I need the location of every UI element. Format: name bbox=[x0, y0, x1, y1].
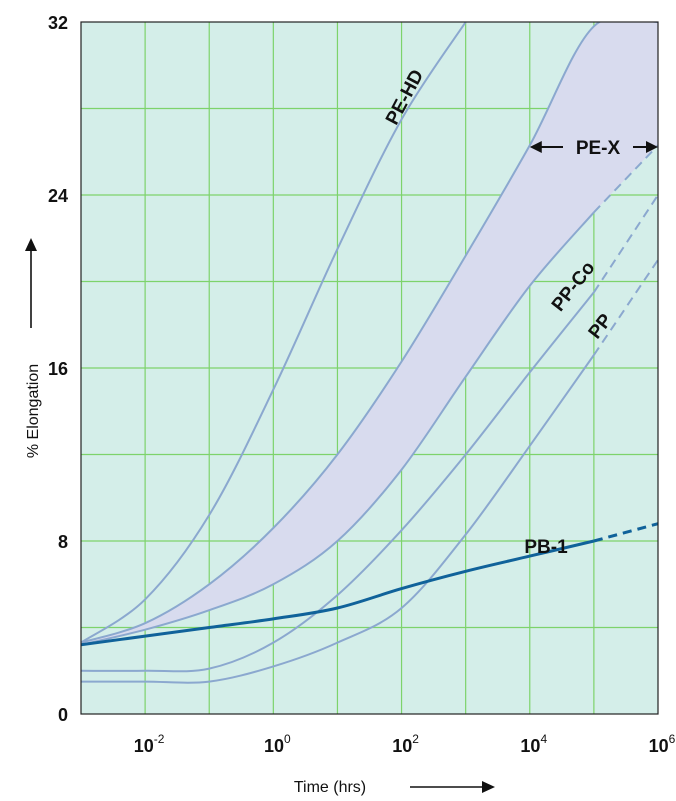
series-pe-hd bbox=[81, 22, 467, 644]
series-pe-x-upper bbox=[81, 22, 658, 644]
plot-frame bbox=[80, 21, 659, 715]
series-pp-co-projection bbox=[593, 194, 658, 293]
series-pe-x-lower-projection bbox=[593, 144, 658, 213]
label-pb-1: PB-1 bbox=[524, 537, 568, 558]
y-tick-label: 0 bbox=[58, 705, 68, 725]
pe-x-arrowhead-right bbox=[646, 141, 658, 153]
y-tick-label: 24 bbox=[48, 186, 68, 206]
y-axis-arrowhead bbox=[25, 238, 37, 251]
y-tick-label: 16 bbox=[48, 359, 68, 379]
x-tick-label: 106 bbox=[649, 732, 676, 756]
x-tick-label: 102 bbox=[392, 732, 419, 756]
y-tick-label: 8 bbox=[58, 532, 68, 552]
label-pe-x: PE-X bbox=[576, 138, 621, 159]
x-axis-arrowhead bbox=[482, 781, 495, 793]
series-pp-projection bbox=[593, 259, 658, 356]
pe-x-arrowhead-left bbox=[529, 141, 542, 153]
x-axis-label: Time (hrs) bbox=[294, 779, 366, 796]
x-tick-label: 10-2 bbox=[134, 732, 165, 756]
axis-arrows bbox=[25, 238, 495, 793]
tick-labels: 0 8 16 24 32 10-2 100 102 104 106 bbox=[48, 13, 676, 756]
curves bbox=[81, 22, 658, 684]
x-tick-label: 104 bbox=[520, 732, 547, 756]
series-pp bbox=[81, 354, 595, 684]
series-pb-1 bbox=[81, 539, 595, 647]
y-tick-label: 32 bbox=[48, 13, 68, 33]
series-pp-co bbox=[81, 291, 595, 673]
x-tick-label: 100 bbox=[264, 732, 291, 756]
pe-x-band bbox=[81, 22, 658, 645]
series-pe-x-lower bbox=[81, 211, 595, 646]
series-pb-1-projection bbox=[593, 522, 658, 543]
y-axis-label: % Elongation bbox=[25, 364, 42, 458]
